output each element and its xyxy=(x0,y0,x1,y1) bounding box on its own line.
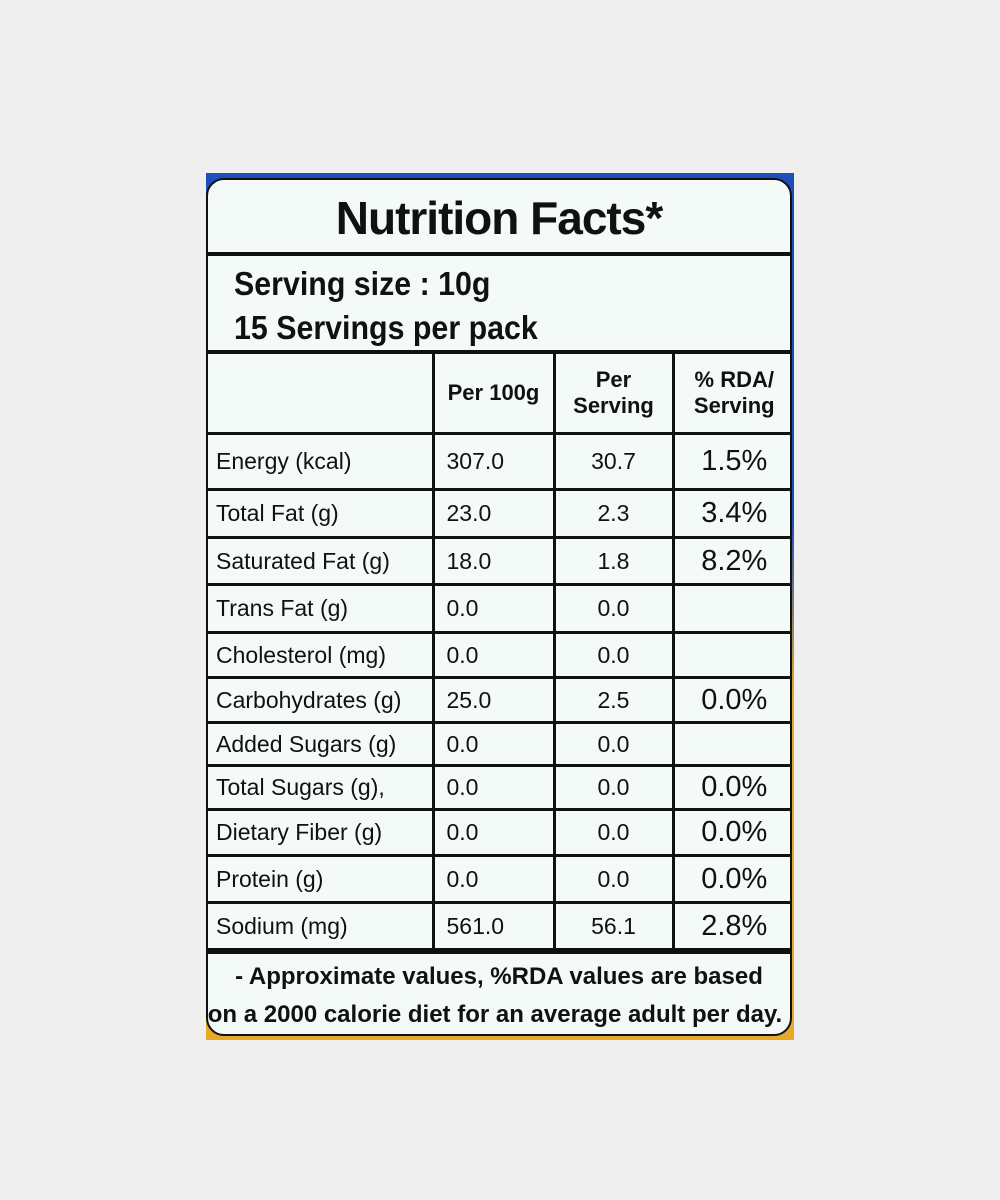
nutrient-name: Sodium (mg) xyxy=(208,901,435,951)
table-row: Cholesterol (mg) 0.0 0.0 xyxy=(208,631,790,679)
nutrient-name: Added Sugars (g) xyxy=(208,721,435,767)
rda-value: 0.0% xyxy=(671,808,790,857)
per-100g-value: 0.0 xyxy=(431,631,556,679)
rda-value: 3.4% xyxy=(671,488,790,539)
nutrient-name: Total Sugars (g), xyxy=(208,764,435,811)
header-per-serving-line2: Serving xyxy=(573,393,654,418)
table-row: Trans Fat (g) 0.0 0.0 xyxy=(208,583,790,634)
header-nutrient xyxy=(208,354,435,435)
per-100g-value: 23.0 xyxy=(431,488,556,539)
header-rda: % RDA/Serving xyxy=(671,354,790,435)
nutrient-name: Total Fat (g) xyxy=(208,488,435,539)
header-per-serving: Per Serving xyxy=(552,354,675,435)
table-row: Total Sugars (g), 0.0 0.0 0.0% xyxy=(208,764,790,811)
per-serving-value: 56.1 xyxy=(552,901,675,951)
rda-value: 8.2% xyxy=(671,536,790,586)
table-header: Per 100g Per Serving % RDA/Serving xyxy=(208,354,790,435)
per-serving-value: 2.5 xyxy=(552,676,675,724)
per-100g-value: 18.0 xyxy=(431,536,556,586)
table-row: Energy (kcal) 307.0 30.7 1.5% xyxy=(208,432,790,491)
per-serving-value: 2.3 xyxy=(552,488,675,539)
rda-value: 1.5% xyxy=(671,432,790,491)
nutrient-name: Carbohydrates (g) xyxy=(208,676,435,724)
rda-value: 0.0% xyxy=(671,676,790,724)
rda-value: 0.0% xyxy=(671,764,790,811)
rda-value xyxy=(671,583,790,634)
per-serving-value: 1.8 xyxy=(552,536,675,586)
rda-value: 2.8% xyxy=(671,901,790,951)
nutrient-name: Protein (g) xyxy=(208,854,435,904)
per-serving-value: 0.0 xyxy=(552,854,675,904)
header-rda-line1: % RDA/ xyxy=(694,367,774,392)
per-100g-value: 307.0 xyxy=(431,432,556,491)
per-100g-value: 0.0 xyxy=(431,721,556,767)
per-serving-value: 0.0 xyxy=(552,721,675,767)
per-100g-value: 561.0 xyxy=(431,901,556,951)
table-row: Total Fat (g) 23.0 2.3 3.4% xyxy=(208,488,790,539)
footnote-line1: - Approximate values, %RDA values are ba… xyxy=(235,963,763,990)
per-serving-value: 0.0 xyxy=(552,583,675,634)
per-100g-value: 0.0 xyxy=(431,808,556,857)
table-row: Dietary Fiber (g) 0.0 0.0 0.0% xyxy=(208,808,790,857)
per-100g-value: 0.0 xyxy=(431,583,556,634)
table-row: Sodium (mg) 561.0 56.1 2.8% xyxy=(208,901,790,951)
per-serving-value: 30.7 xyxy=(552,432,675,491)
table-row: Added Sugars (g) 0.0 0.0 xyxy=(208,721,790,767)
footnote: - Approximate values, %RDA values are ba… xyxy=(208,951,790,1034)
rda-value: 0.0% xyxy=(671,854,790,904)
nutrient-name: Trans Fat (g) xyxy=(208,583,435,634)
table-row: Saturated Fat (g) 18.0 1.8 8.2% xyxy=(208,536,790,586)
per-serving-value: 0.0 xyxy=(552,631,675,679)
rda-value xyxy=(671,631,790,679)
table-row: Protein (g) 0.0 0.0 0.0% xyxy=(208,854,790,904)
nutrition-table: Per 100g Per Serving % RDA/Serving Energy… xyxy=(208,354,790,951)
label-title: Nutrition Facts* xyxy=(208,180,790,256)
nutrient-name: Cholesterol (mg) xyxy=(208,631,435,679)
rda-value xyxy=(671,721,790,767)
header-per-serving-line1: Per xyxy=(595,367,632,392)
per-serving-value: 0.0 xyxy=(552,764,675,811)
per-100g-value: 0.0 xyxy=(431,854,556,904)
header-rda-line2: Serving xyxy=(693,393,775,418)
serving-info: Serving size : 10g 15 Servings per pack xyxy=(208,256,790,354)
nutrition-label: Nutrition Facts* Serving size : 10g 15 S… xyxy=(206,178,792,1036)
servings-per-pack: 15 Servings per pack xyxy=(234,309,538,346)
per-serving-value: 0.0 xyxy=(552,808,675,857)
footnote-line2: on a 2000 calorie diet for an average ad… xyxy=(207,1001,783,1028)
table-row: Carbohydrates (g) 25.0 2.5 0.0% xyxy=(208,676,790,724)
header-per-100g: Per 100g xyxy=(431,354,556,435)
per-100g-value: 0.0 xyxy=(431,764,556,811)
serving-size: Serving size : 10g xyxy=(234,265,491,302)
nutrient-name: Dietary Fiber (g) xyxy=(208,808,435,857)
nutrient-name: Energy (kcal) xyxy=(208,432,435,491)
per-100g-value: 25.0 xyxy=(431,676,556,724)
nutrient-name: Saturated Fat (g) xyxy=(208,536,435,586)
